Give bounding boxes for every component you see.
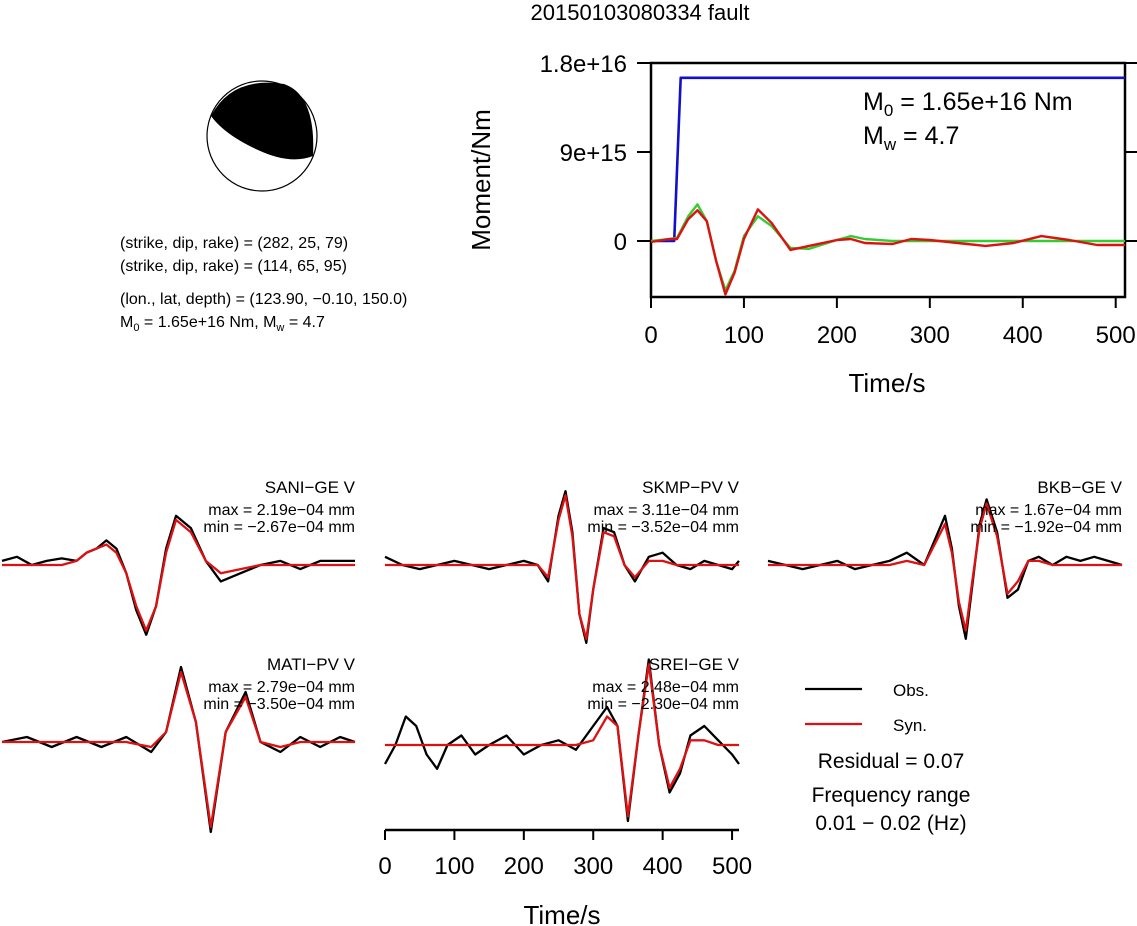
observed-waveform [767, 498, 1123, 640]
station-min: min = −1.92e−04 mm [970, 519, 1122, 536]
synthetic-moment-line-red [650, 208, 1125, 296]
moment-x-axis: 0 100 200 300 400 500 [644, 297, 1136, 349]
residual-label: Residual = 0.07 [818, 750, 965, 773]
mechanism-line-2: (strike, dip, rake) = (114, 65, 95) [120, 258, 347, 275]
synthetic-moment-line-green [650, 203, 1125, 292]
station-name: MATI−PV V [267, 655, 356, 674]
moment-y-tick-label: 1.8e+16 [540, 51, 627, 78]
moment-y-axis: 1.8e+16 9e+15 0 [540, 51, 1137, 256]
station-name: SREI−GE V [649, 655, 740, 674]
legend-obs-label: Obs. [893, 681, 929, 700]
moment-m0-annotation: M0 = 1.65e+16 Nm [863, 88, 1073, 120]
moment-plot-frame [649, 61, 1127, 299]
moment-x-tick-label: 200 [817, 322, 857, 349]
moment-x-tick-label: 500 [1096, 322, 1136, 349]
station-max: max = 3.11e−04 mm [593, 502, 739, 519]
moment-series [650, 76, 1125, 296]
mechanism-line-1: (strike, dip, rake) = (282, 25, 79) [120, 235, 348, 252]
moment-x-tick-label: 400 [1003, 322, 1043, 349]
synthetic-waveform [2, 670, 355, 829]
moment-ylabel: Moment/Nm [466, 109, 496, 251]
moment-function-line [651, 76, 1125, 243]
waveform-x-tick-label: 200 [504, 853, 544, 880]
station-min: min = −3.52e−04 mm [587, 519, 739, 536]
waveform-x-tick-label: 300 [573, 853, 613, 880]
station-min: min = −3.50e−04 mm [203, 696, 355, 713]
station-name: BKB−GE V [1037, 478, 1122, 497]
station-max: max = 1.67e−04 mm [975, 502, 1122, 519]
waveform-x-tick-label: 100 [434, 853, 474, 880]
legend: Obs. Syn. Residual = 0.07 Frequency rang… [805, 681, 970, 835]
station-max: max = 2.79e−04 mm [208, 679, 355, 696]
mechanism-line-3: (lon., lat, depth) = (123.90, −0.10, 150… [120, 291, 407, 308]
station-max: max = 2.19e−04 mm [208, 502, 355, 519]
moment-y-tick-label: 0 [614, 229, 627, 256]
synthetic-waveform [2, 518, 355, 632]
moment-y-tick-label: 9e+15 [560, 140, 627, 167]
waveform-x-tick-label: 0 [378, 853, 391, 880]
frequency-title: Frequency range [812, 784, 971, 807]
beachball-compression-quadrant [211, 82, 314, 160]
mechanism-magnitude: M0 = 1.65e+16 Nm, Mw = 4.7 [120, 314, 325, 334]
synthetic-waveform [385, 663, 739, 818]
beachball [206, 80, 318, 192]
waveform-x-tick-label: 400 [643, 853, 683, 880]
synthetic-waveform [768, 502, 1122, 632]
station-name: SANI−GE V [265, 478, 356, 497]
station-max: max = 2.48e−04 mm [592, 679, 739, 696]
legend-syn-label: Syn. [893, 716, 927, 735]
waveform-time-axis: 0 100 200 300 400 500 Time/s [378, 828, 752, 926]
waveform-xlabel: Time/s [523, 900, 600, 926]
moment-x-tick-label: 300 [910, 322, 950, 349]
station-min: min = −2.30e−04 mm [587, 696, 739, 713]
moment-xlabel: Time/s [848, 368, 925, 398]
moment-mw-annotation: Mw = 4.7 [863, 122, 959, 154]
moment-x-tick-label: 0 [644, 322, 657, 349]
synthetic-waveform [385, 494, 739, 640]
moment-chart: Moment/Nm Time/s 1.8e+16 9e+15 0 0 100 200 30… [466, 51, 1137, 398]
moment-x-tick-label: 100 [724, 322, 764, 349]
station-min: min = −2.67e−04 mm [203, 519, 355, 536]
frequency-value: 0.01 − 0.02 (Hz) [815, 812, 966, 835]
waveform-x-tick-label: 500 [712, 853, 752, 880]
mechanism-info: (strike, dip, rake) = (282, 25, 79) (str… [120, 235, 407, 334]
page-title: 20150103080334 fault [531, 0, 750, 25]
station-name: SKMP−PV V [642, 478, 740, 497]
